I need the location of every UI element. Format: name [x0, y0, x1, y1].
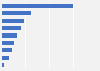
Bar: [2, 26, 21, 30]
Bar: [2, 56, 8, 60]
Bar: [2, 33, 17, 38]
Bar: [2, 11, 31, 15]
Bar: [2, 48, 12, 52]
Bar: [2, 63, 4, 67]
Bar: [2, 4, 73, 8]
Bar: [2, 41, 14, 45]
Bar: [2, 19, 24, 23]
